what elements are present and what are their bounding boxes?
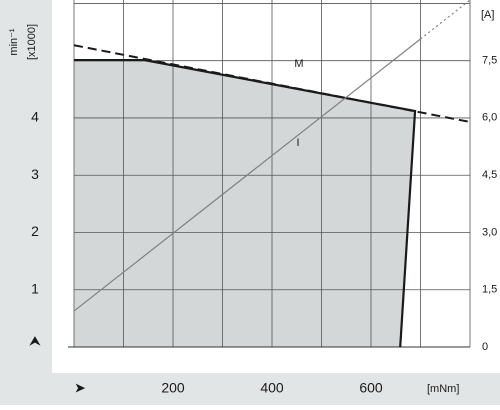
- y2-tick-label: 3,0: [482, 226, 497, 238]
- bottom-band: [0, 373, 500, 405]
- y-tick-label: 2: [31, 223, 39, 239]
- plot: [68, 0, 471, 348]
- series-label: I: [296, 137, 299, 149]
- operating-boundary: [74, 59, 417, 348]
- series-label: M: [294, 58, 303, 70]
- y-label-2: [x1000]: [26, 24, 38, 60]
- y-label: min⁻¹: [8, 28, 20, 56]
- y-arrow: ⮝: [29, 333, 41, 349]
- y2-tick-label: 6,0: [482, 112, 497, 124]
- y2-tick-label: 1,5: [482, 284, 497, 296]
- x-tick-label: 600: [359, 380, 383, 396]
- y-tick-label: 1: [31, 280, 39, 296]
- current-line: [420, 0, 471, 40]
- x-tick-label: 200: [161, 380, 185, 396]
- speed-line: [73, 44, 471, 123]
- y-tick-label: 3: [31, 166, 39, 182]
- y2-tick-label: 0: [482, 341, 488, 353]
- y2-tick-label: 7,5: [482, 54, 497, 66]
- x-arrow: ➤: [74, 380, 86, 396]
- y-tick-label: 4: [31, 109, 39, 125]
- operating-range: [74, 60, 416, 347]
- x-tick-label: 400: [260, 380, 284, 396]
- y2-label: [A]: [481, 9, 494, 21]
- left-band: [0, 0, 52, 405]
- x-label: [mNm]: [427, 383, 459, 395]
- current-line: [73, 38, 421, 312]
- y2-tick-label: 4,5: [482, 169, 497, 181]
